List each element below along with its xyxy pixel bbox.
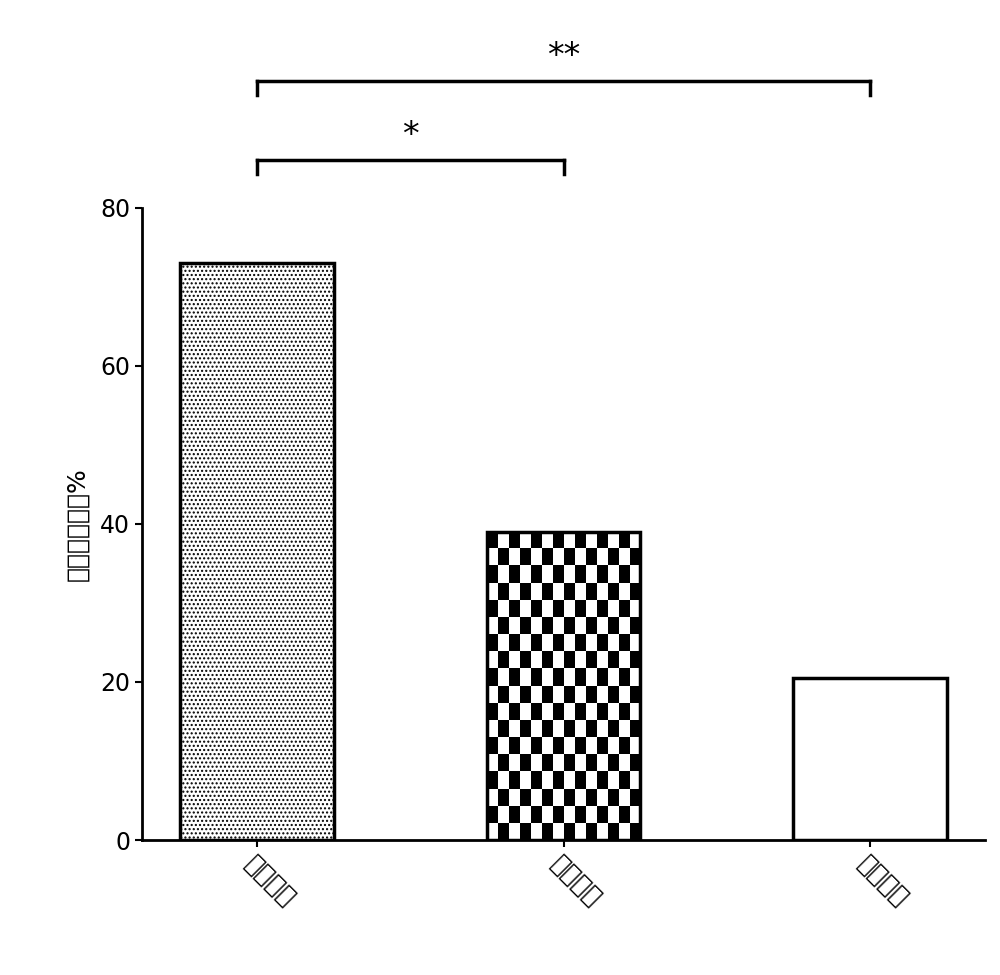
Text: *: * [402, 119, 419, 152]
Bar [793, 678, 947, 840]
Text: **: ** [547, 40, 580, 73]
Y-axis label: 继续娠娠率，%: 继续娠娠率，% [65, 467, 89, 581]
Bar [180, 263, 334, 840]
Bar [487, 531, 640, 840]
